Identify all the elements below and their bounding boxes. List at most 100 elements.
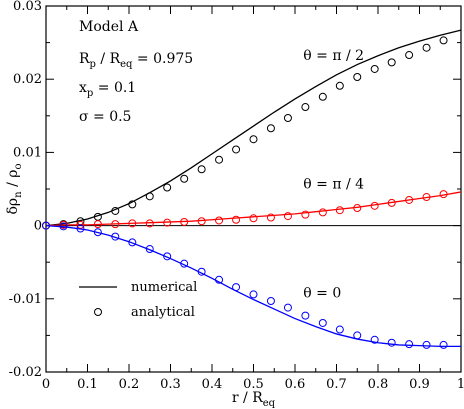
data-point-analytical [283, 113, 292, 122]
data-point-analytical [128, 238, 137, 247]
data-point-analytical [180, 259, 189, 268]
y-tick-label: 0.02 [13, 72, 42, 87]
data-point-analytical [439, 190, 448, 199]
data-point-analytical [128, 219, 137, 228]
x-tick-label: 0.5 [243, 377, 264, 392]
data-point-analytical [232, 145, 241, 154]
data-point-analytical [163, 252, 172, 261]
data-point-analytical [249, 290, 258, 299]
data-point-analytical [318, 318, 327, 327]
data-point-analytical [42, 221, 50, 230]
data-point-analytical [197, 165, 206, 174]
data-point-analytical [335, 206, 344, 215]
data-point-analytical [163, 183, 172, 192]
data-point-analytical [111, 220, 120, 229]
legend-label-numerical: numerical [131, 280, 197, 295]
y-tick-label: -0.02 [9, 365, 42, 380]
data-point-analytical [180, 174, 189, 183]
series-1 [42, 190, 462, 230]
model-label: Model A [79, 19, 139, 35]
data-point-analytical [283, 303, 292, 312]
series-2 [42, 221, 461, 349]
param-label: xp = 0.1 [79, 80, 136, 99]
data-point-analytical [405, 195, 414, 204]
data-point-analytical [197, 217, 206, 226]
x-tick-label: 0.7 [326, 377, 347, 392]
data-point-analytical [283, 212, 292, 221]
data-point-analytical [111, 232, 120, 241]
data-point-analytical [318, 92, 327, 101]
data-point-analytical [266, 296, 275, 305]
series-layer [42, 29, 462, 349]
data-point-analytical [370, 64, 379, 73]
x-axis-label: r / Req [232, 390, 276, 409]
data-point-analytical [215, 275, 224, 284]
y-tick-label: 0.01 [13, 145, 42, 160]
legend: numerical analytical [79, 280, 197, 320]
axes-layer [45, 5, 462, 373]
series-0 [42, 29, 462, 230]
legend-label-analytical: analytical [131, 305, 195, 320]
data-point-analytical [353, 204, 362, 213]
data-point-analytical [145, 245, 154, 254]
y-tick-label: 0.03 [13, 0, 42, 14]
series-annotation: θ = π / 4 [303, 176, 364, 192]
data-point-analytical [335, 325, 344, 334]
y-axis-label: δρn / ρo [5, 163, 24, 214]
data-point-analytical [128, 200, 137, 209]
data-point-analytical [145, 192, 154, 201]
series-line-numerical [45, 224, 461, 348]
data-point-analytical [76, 224, 85, 233]
data-point-analytical [387, 58, 396, 67]
data-point-analytical [266, 213, 275, 222]
data-point-analytical [301, 210, 310, 219]
data-point-analytical [405, 51, 414, 60]
series-line-numerical [45, 29, 462, 227]
y-tick-label: 0 [34, 219, 42, 234]
text-layer: 0 0.1 0.2 0.3 0.4 0.5 0.6 0.7 0.8 0.9 1 -0.02 -0.01 0… [5, 0, 464, 409]
data-point-analytical [370, 201, 379, 210]
data-point-analytical [353, 331, 362, 340]
series-annotation: θ = 0 [303, 285, 341, 301]
data-point-analytical [215, 216, 224, 225]
data-point-analytical [405, 340, 414, 349]
data-point-analytical [249, 135, 258, 144]
data-point-analytical [197, 267, 206, 276]
param-label: Rp / Req = 0.975 [79, 51, 193, 70]
x-tick-label: 0.6 [285, 377, 306, 392]
data-point-analytical [232, 215, 241, 224]
data-point-analytical [232, 283, 241, 292]
data-point-analytical [163, 218, 172, 227]
data-point-analytical [301, 311, 310, 320]
data-point-analytical [145, 219, 154, 228]
series-annotation: θ = π / 2 [303, 48, 364, 64]
series-line-numerical [45, 191, 462, 227]
data-point-analytical [93, 228, 102, 237]
x-tick-label: 0.4 [202, 377, 223, 392]
data-point-analytical [335, 81, 344, 90]
data-point-analytical [422, 193, 431, 202]
x-tick-label: 0.3 [160, 377, 181, 392]
data-point-analytical [215, 155, 224, 164]
data-point-analytical [249, 214, 258, 223]
data-point-analytical [439, 36, 448, 45]
y-tick-label: -0.01 [9, 292, 42, 307]
x-tick-label: 0.8 [368, 377, 389, 392]
data-point-analytical [180, 217, 189, 226]
data-point-analytical [353, 73, 362, 82]
x-tick-label: 0.2 [119, 377, 140, 392]
data-point-analytical [266, 124, 275, 133]
data-point-analytical [111, 206, 120, 215]
x-tick-label: 1 [457, 377, 464, 392]
data-point-analytical [422, 340, 431, 349]
x-tick-label: 0 [42, 377, 50, 392]
x-tick-label: 0.1 [77, 377, 98, 392]
data-point-analytical [59, 222, 68, 231]
data-point-analytical [387, 338, 396, 347]
data-point-analytical [93, 220, 102, 229]
legend-circle-swatch [94, 308, 102, 316]
data-point-analytical [301, 103, 310, 112]
x-tick-label: 0.9 [409, 377, 430, 392]
